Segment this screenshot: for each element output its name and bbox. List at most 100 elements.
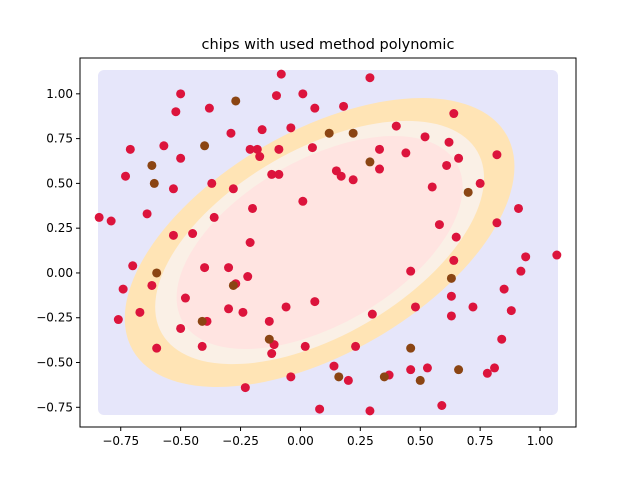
data-point-series-1 — [406, 266, 416, 276]
y-axis: −0.75 −0.50 −0.25 0.00 0.25 0.50 0.75 1.00 — [36, 87, 80, 414]
data-point-series-1 — [159, 141, 169, 151]
data-point-series-1 — [281, 302, 291, 312]
data-point-series-2 — [200, 141, 210, 151]
data-point-series-1 — [271, 91, 281, 101]
x-tick-label: 1.00 — [527, 434, 554, 448]
data-point-series-1 — [255, 152, 265, 162]
data-point-series-1 — [228, 184, 238, 194]
scatter-points — [94, 69, 562, 416]
x-tick-label: 0.00 — [287, 434, 314, 448]
data-point-series-1 — [197, 341, 207, 351]
data-point-series-1 — [475, 178, 485, 188]
data-point-series-1 — [106, 216, 116, 226]
data-point-series-1 — [298, 196, 308, 206]
data-point-series-1 — [329, 361, 339, 371]
y-tick-label: 0.25 — [46, 221, 73, 235]
data-point-series-1 — [125, 144, 135, 154]
data-point-series-1 — [152, 343, 162, 353]
data-point-series-2 — [264, 334, 274, 344]
data-point-series-1 — [204, 103, 214, 113]
data-point-series-1 — [449, 109, 459, 119]
data-point-series-2 — [379, 372, 389, 382]
data-point-series-1 — [274, 144, 284, 154]
data-point-series-1 — [245, 144, 255, 154]
data-point-series-1 — [142, 209, 152, 219]
data-point-series-1 — [513, 203, 523, 213]
data-point-series-1 — [240, 383, 250, 393]
data-point-series-1 — [348, 175, 358, 185]
data-point-series-1 — [444, 137, 454, 147]
data-point-series-1 — [274, 169, 284, 179]
data-point-series-1 — [468, 302, 478, 312]
data-point-series-1 — [307, 143, 317, 153]
data-point-series-1 — [343, 375, 353, 385]
chart-title: chips with used method polynomic — [202, 37, 455, 53]
y-tick-label: 1.00 — [46, 87, 73, 101]
data-point-series-1 — [315, 404, 325, 414]
data-point-series-1 — [365, 73, 375, 83]
data-point-series-2 — [197, 316, 207, 326]
data-point-series-1 — [180, 293, 190, 303]
x-tick-label: 0.25 — [347, 434, 374, 448]
data-point-series-1 — [286, 123, 296, 133]
data-point-series-1 — [200, 263, 210, 273]
data-point-series-1 — [442, 160, 452, 170]
data-point-series-1 — [176, 89, 186, 99]
data-point-series-2 — [147, 160, 157, 170]
data-point-series-1 — [499, 284, 509, 294]
data-point-series-2 — [231, 96, 241, 106]
data-point-series-1 — [406, 365, 416, 375]
data-point-series-1 — [420, 132, 430, 142]
data-point-series-1 — [446, 311, 456, 321]
y-tick-label: 0.00 — [46, 266, 73, 280]
data-point-series-1 — [168, 230, 178, 240]
data-point-series-1 — [238, 307, 248, 317]
x-tick-label: 0.75 — [467, 434, 494, 448]
data-point-series-2 — [152, 268, 162, 278]
data-point-series-1 — [422, 363, 432, 373]
data-point-series-1 — [276, 69, 286, 79]
data-point-series-1 — [188, 229, 198, 239]
data-point-series-1 — [128, 261, 138, 271]
data-point-series-1 — [391, 121, 401, 131]
decision-regions — [98, 70, 558, 415]
data-point-series-2 — [454, 365, 464, 375]
data-point-series-1 — [286, 372, 296, 382]
data-point-series-2 — [228, 280, 238, 290]
data-point-series-1 — [516, 266, 526, 276]
data-point-series-1 — [243, 272, 253, 282]
data-point-series-1 — [298, 89, 308, 99]
axes-frame — [79, 57, 577, 428]
data-point-series-2 — [446, 273, 456, 283]
data-point-series-1 — [310, 297, 320, 307]
x-tick-label: −0.50 — [162, 434, 199, 448]
data-point-series-1 — [248, 203, 258, 213]
data-point-series-1 — [339, 101, 349, 111]
data-point-series-1 — [209, 212, 219, 222]
data-point-series-1 — [365, 406, 375, 416]
x-axis: −0.75 −0.50 −0.25 0.00 0.25 0.50 0.75 1.00 — [102, 427, 553, 448]
y-tick-label: −0.75 — [36, 400, 73, 414]
data-point-series-2 — [406, 343, 416, 353]
data-point-series-1 — [401, 148, 411, 158]
data-point-series-2 — [365, 157, 375, 167]
data-point-series-1 — [506, 306, 516, 316]
data-point-series-1 — [434, 220, 444, 230]
data-point-series-1 — [375, 144, 385, 154]
data-point-series-1 — [351, 341, 361, 351]
x-tick-label: 0.50 — [407, 434, 434, 448]
y-tick-label: 0.75 — [46, 132, 73, 146]
data-point-series-2 — [348, 128, 358, 138]
data-point-series-1 — [267, 169, 277, 179]
data-point-series-1 — [264, 316, 274, 326]
data-point-series-1 — [94, 212, 104, 222]
data-point-series-1 — [147, 280, 157, 290]
data-point-series-1 — [449, 255, 459, 265]
data-point-series-1 — [121, 171, 131, 181]
data-point-series-2 — [415, 375, 425, 385]
data-point-series-1 — [410, 302, 420, 312]
data-point-series-1 — [490, 363, 500, 373]
data-point-series-1 — [492, 150, 502, 160]
data-point-series-1 — [252, 144, 262, 154]
